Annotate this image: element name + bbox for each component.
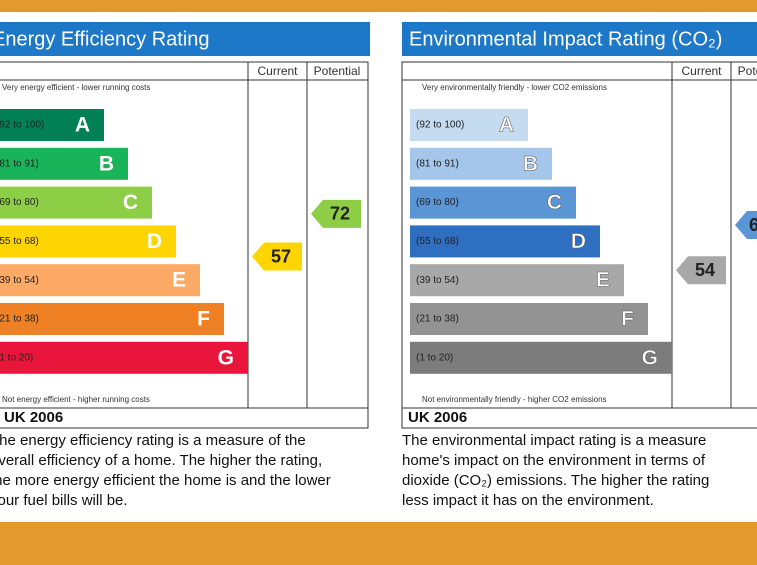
rating-pointer <box>676 256 726 285</box>
rating-band <box>0 303 224 335</box>
band-range: (21 to 38) <box>0 314 39 325</box>
rating-band <box>410 264 624 297</box>
band-letter: G <box>642 346 658 369</box>
rating-band <box>0 109 104 141</box>
rating-value: 72 <box>330 204 350 224</box>
description-line: The environmental impact rating is a mea… <box>402 432 706 449</box>
footer: UK 2006 <box>4 409 63 426</box>
band-range: (1 to 20) <box>416 352 453 363</box>
table-frame <box>401 61 757 429</box>
description-line: dioxide (CO₂) emissions. The higher the … <box>402 472 709 489</box>
rating-band <box>0 147 128 180</box>
rating-band <box>0 225 176 258</box>
top-note: Very environmentally friendly - lower CO… <box>422 83 607 92</box>
band-letter: A <box>75 114 90 137</box>
band-letter: E <box>172 269 186 292</box>
band-range: (92 to 100) <box>0 120 44 131</box>
rating-pointer <box>735 211 757 239</box>
band-range: (21 to 38) <box>416 314 459 325</box>
top-note: Very energy efficient - lower running co… <box>2 83 150 92</box>
title-bar <box>0 22 370 56</box>
band-letter: D <box>147 230 162 253</box>
title-bar <box>402 22 757 56</box>
header-potential: Potential <box>314 64 361 78</box>
rating-value: 54 <box>695 260 715 280</box>
panel-title: Energy Efficiency Rating <box>0 28 210 50</box>
band-letter: F <box>197 308 210 331</box>
description-line: the more energy efficient the home is an… <box>0 472 331 489</box>
band-range: (39 to 54) <box>416 275 459 286</box>
rating-band <box>410 186 576 219</box>
band-range: (55 to 68) <box>416 236 459 247</box>
band-letter: C <box>547 191 562 214</box>
description-line: The energy efficiency rating is a measur… <box>0 432 306 449</box>
rating-band <box>410 303 648 335</box>
rating-band <box>0 264 200 297</box>
band-range: (81 to 91) <box>0 158 39 169</box>
band-range: (69 to 80) <box>416 197 459 208</box>
band-letter: C <box>123 191 138 214</box>
rating-pointer <box>252 242 302 271</box>
band-letter: E <box>596 269 610 292</box>
band-range: (55 to 68) <box>0 236 39 247</box>
rating-band <box>410 109 528 141</box>
band-range: (39 to 54) <box>0 275 39 286</box>
description-line: home's impact on the environment in term… <box>402 452 706 469</box>
rating-value-partial: 6 <box>749 215 757 235</box>
description-line: your fuel bills will be. <box>0 492 128 509</box>
band-letter: F <box>621 308 634 331</box>
band-range: (81 to 91) <box>416 158 459 169</box>
rating-band <box>410 147 552 180</box>
header-potential: Potential <box>738 64 757 78</box>
rating-value: 57 <box>271 246 291 266</box>
band-letter: A <box>499 114 514 137</box>
band-letter: B <box>99 152 114 175</box>
rating-band <box>410 341 672 374</box>
band-range: (1 to 20) <box>0 352 33 363</box>
bottom-note: Not environmentally friendly - higher CO… <box>422 395 607 404</box>
rating-band <box>410 225 600 258</box>
bottom-note: Not energy efficient - higher running co… <box>2 395 150 404</box>
panel-title: Environmental Impact Rating (CO₂) <box>409 28 722 50</box>
description-line: overall efficiency of a home. The higher… <box>0 452 322 469</box>
header-current: Current <box>681 64 722 78</box>
header-current: Current <box>257 64 298 78</box>
band-letter: D <box>571 230 586 253</box>
rating-band <box>0 341 248 374</box>
band-letter: G <box>218 346 234 369</box>
footer: UK 2006 <box>408 409 467 426</box>
band-range: (69 to 80) <box>0 197 39 208</box>
table-frame <box>0 61 369 429</box>
rating-band <box>0 186 152 219</box>
rating-pointer <box>311 199 361 228</box>
band-letter: B <box>523 152 538 175</box>
description-line: less impact it has on the environment. <box>402 492 654 509</box>
band-range: (92 to 100) <box>416 120 464 131</box>
